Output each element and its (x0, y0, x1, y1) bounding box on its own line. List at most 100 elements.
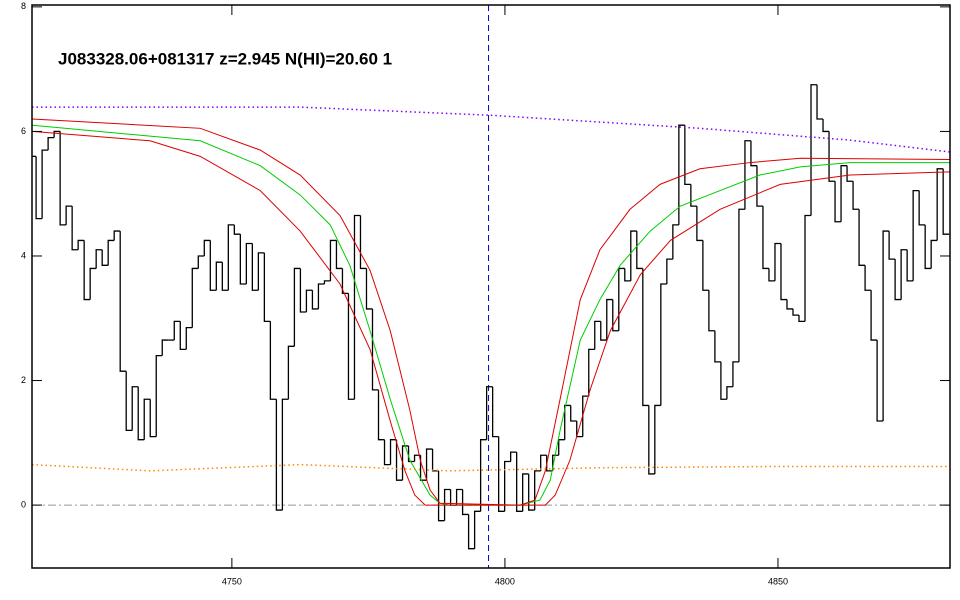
flux-step (353, 214, 361, 400)
flux-step (714, 330, 721, 363)
plot-area (32, 5, 950, 568)
flux-step (516, 452, 523, 512)
flux-step (485, 386, 493, 440)
flux-step (221, 262, 229, 291)
flux-step (540, 454, 547, 471)
flux-step (642, 268, 649, 407)
flux-step (143, 398, 151, 440)
flux-step (419, 455, 427, 481)
flux-step (600, 321, 607, 341)
flux-step (125, 371, 133, 432)
flux-step (690, 184, 697, 207)
flux-step (95, 249, 103, 269)
flux-step (461, 489, 469, 516)
flux-step (41, 149, 49, 219)
flux-step (413, 454, 421, 462)
flux-step (425, 448, 433, 481)
flux-step (35, 156, 43, 220)
flux-step (215, 261, 223, 291)
flux-step (870, 290, 878, 341)
flux-step (89, 267, 97, 300)
y-tick-label: 4 (21, 250, 26, 260)
flux-step (774, 242, 781, 281)
flux-step (191, 267, 199, 328)
flux-step (269, 321, 277, 400)
flux-step (762, 206, 769, 270)
flux-step (816, 84, 824, 120)
flux-step (672, 224, 679, 260)
flux-step (233, 224, 241, 235)
flux-step (77, 239, 85, 250)
frame (31, 4, 951, 569)
flux-step (287, 345, 295, 400)
flux-step (335, 240, 343, 270)
flux-step (107, 239, 115, 266)
flux-step (858, 209, 866, 266)
flux-step (383, 439, 391, 466)
flux-step (888, 231, 896, 260)
flux-step (323, 280, 331, 285)
flux-step (119, 231, 127, 372)
flux-step (59, 131, 67, 226)
flux-step (257, 252, 265, 291)
flux-step (504, 460, 511, 512)
flux-step (522, 473, 529, 512)
x-tick-label: 4800 (495, 576, 515, 586)
flux-step (786, 299, 793, 310)
flux-step (720, 361, 727, 400)
flux-step (407, 445, 415, 463)
flux-step (636, 231, 643, 270)
flux-step (467, 514, 475, 550)
flux-step (263, 252, 271, 323)
flux-step (780, 243, 787, 301)
flux-step (876, 340, 884, 422)
dotted-curve (32, 463, 950, 472)
flux-step (792, 308, 800, 316)
flux-step (155, 354, 163, 437)
flux-step (612, 299, 619, 332)
flux-step (329, 239, 337, 281)
model-curve (32, 124, 950, 506)
flux-step (534, 470, 541, 511)
flux-step (293, 267, 301, 347)
flux-step (936, 168, 944, 241)
flux-step (455, 488, 463, 506)
flux-step (389, 439, 397, 465)
flux-step (377, 389, 385, 441)
flux-step (401, 445, 409, 481)
flux-step (371, 308, 379, 391)
flux-step (708, 290, 715, 332)
flux-step (203, 239, 211, 256)
flux-step (281, 398, 289, 511)
flux-step (359, 215, 367, 270)
flux-step (798, 315, 806, 323)
flux-step (437, 470, 445, 522)
flux-step (834, 181, 842, 223)
flux-step (341, 268, 349, 295)
flux-step (768, 268, 775, 282)
flux-step (756, 165, 763, 207)
x-tick-label: 4750 (222, 576, 242, 586)
flux-step (546, 455, 553, 472)
flux-step (942, 168, 950, 235)
flux-step (137, 386, 145, 441)
flux-step (491, 386, 499, 438)
flux-step (564, 404, 571, 440)
flux-step (365, 268, 373, 310)
flux-step (840, 165, 848, 222)
flux-step (588, 348, 595, 397)
x-tick-label: 4850 (768, 576, 788, 586)
y-tick-label: 0 (21, 499, 26, 509)
flux-step (702, 240, 709, 291)
flux-step (918, 190, 926, 226)
model-curve (32, 130, 950, 506)
flux-step (53, 130, 61, 138)
flux-step (275, 399, 283, 511)
flux-step (906, 249, 914, 282)
flux-step (239, 234, 247, 285)
flux-step (227, 224, 235, 291)
flux-step (654, 404, 661, 474)
flux-step (660, 283, 667, 406)
flux-step (71, 206, 79, 251)
